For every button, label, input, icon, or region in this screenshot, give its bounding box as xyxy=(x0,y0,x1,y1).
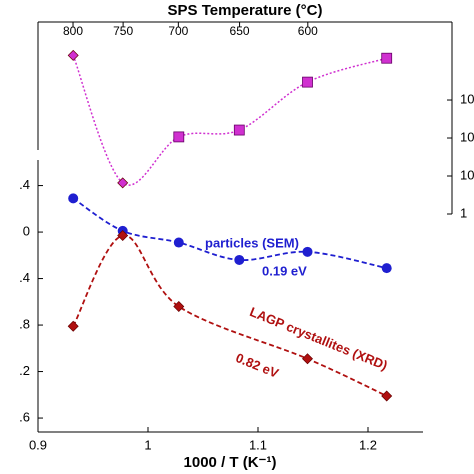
annotation: particles (SEM) xyxy=(205,235,299,250)
point xyxy=(117,230,129,242)
point xyxy=(302,76,313,88)
point xyxy=(234,254,245,265)
top-tick-label: 650 xyxy=(230,24,250,38)
y2-tick-label: 1 xyxy=(460,205,467,220)
x-tick-label: 1.1 xyxy=(249,437,267,452)
point xyxy=(67,320,79,332)
point xyxy=(302,353,313,365)
point xyxy=(68,193,79,204)
point xyxy=(173,237,184,248)
point xyxy=(173,131,185,143)
x-tick-label: 1 xyxy=(144,437,151,452)
annotation: 0.82 eV xyxy=(234,350,281,381)
top-tick-label: 700 xyxy=(168,24,188,38)
y-tick-label: .6 xyxy=(19,409,30,424)
y-tick-label: .2 xyxy=(19,363,30,378)
point xyxy=(381,390,393,402)
point xyxy=(302,246,313,257)
top-tick-label: 800 xyxy=(63,24,83,38)
point xyxy=(233,124,245,136)
x-tick-label: 0.9 xyxy=(29,437,47,452)
y-tick-label: 0 xyxy=(23,224,30,239)
top-tick-label: 600 xyxy=(298,24,318,38)
top-axis-label: SPS Temperature (°C) xyxy=(168,2,323,19)
y-tick-label: .4 xyxy=(19,270,30,285)
point xyxy=(381,52,393,64)
x-tick-label: 1.2 xyxy=(359,437,377,452)
y2-tick-label: 1000 xyxy=(460,91,474,106)
top-tick-label: 750 xyxy=(113,24,133,38)
point xyxy=(381,263,392,274)
point xyxy=(173,300,185,312)
y2-tick-label: 100 xyxy=(460,129,474,144)
point xyxy=(117,177,129,189)
point xyxy=(67,49,79,61)
x-axis-label: 1000 / T (K⁻¹) xyxy=(184,454,277,471)
y-tick-label: .8 xyxy=(19,316,30,331)
y-tick-label: .4 xyxy=(19,177,30,192)
annotation: 0.19 eV xyxy=(262,263,307,278)
y2-tick-label: 10 xyxy=(460,167,474,182)
trend-line xyxy=(72,55,387,186)
trend-line xyxy=(72,234,388,397)
